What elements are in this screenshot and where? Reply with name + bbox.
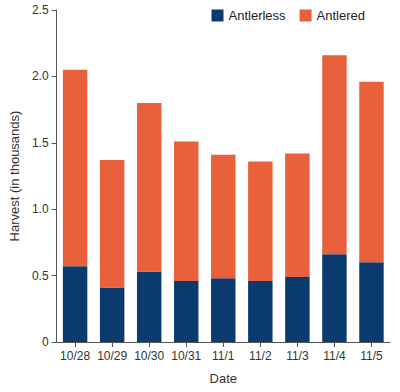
svg-text:10/29: 10/29 xyxy=(97,349,127,363)
svg-text:10/28: 10/28 xyxy=(60,349,90,363)
svg-text:Date: Date xyxy=(210,371,237,386)
svg-text:2.0: 2.0 xyxy=(32,69,49,83)
svg-text:11/1: 11/1 xyxy=(212,349,235,363)
svg-text:11/5: 11/5 xyxy=(360,349,383,363)
svg-text:Antlered: Antlered xyxy=(317,8,365,23)
svg-text:2.5: 2.5 xyxy=(32,3,49,17)
svg-text:0: 0 xyxy=(42,335,49,349)
svg-text:Antlerless: Antlerless xyxy=(229,8,287,23)
svg-text:11/2: 11/2 xyxy=(249,349,272,363)
svg-text:11/3: 11/3 xyxy=(286,349,309,363)
svg-text:1.0: 1.0 xyxy=(32,202,49,216)
svg-text:Harvest (in thousands): Harvest (in thousands) xyxy=(7,111,22,242)
svg-text:0.5: 0.5 xyxy=(32,269,49,283)
svg-text:1.5: 1.5 xyxy=(32,136,49,150)
svg-text:11/4: 11/4 xyxy=(323,349,346,363)
svg-text:10/30: 10/30 xyxy=(134,349,164,363)
svg-text:10/31: 10/31 xyxy=(171,349,201,363)
